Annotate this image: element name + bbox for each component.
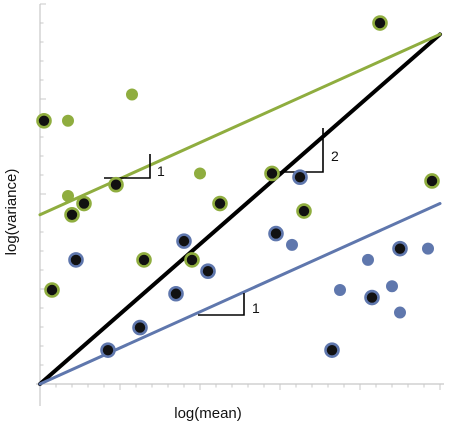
data-point — [212, 195, 228, 212]
data-point — [168, 285, 184, 302]
data-point — [36, 113, 52, 129]
slope-triangle — [276, 128, 324, 173]
data-point — [68, 252, 84, 268]
data-point — [334, 284, 346, 296]
black-line — [38, 32, 442, 386]
data-point — [136, 252, 152, 268]
data-point — [108, 176, 124, 193]
data-point — [126, 88, 138, 101]
blue-line — [38, 202, 442, 386]
data-point — [424, 173, 440, 189]
data-point — [286, 238, 298, 251]
slope-label: 1 — [157, 163, 165, 179]
data-point — [324, 342, 340, 358]
data-point — [176, 233, 192, 249]
data-point — [200, 263, 216, 280]
x-axis-label: log(mean) — [174, 405, 242, 422]
data-point — [100, 342, 116, 358]
data-point — [362, 253, 374, 266]
y-axis-label: log(variance) — [3, 169, 20, 256]
axes — [36, 3, 444, 406]
data-point — [62, 190, 74, 202]
slope-label: 1 — [252, 300, 260, 316]
data-point — [364, 289, 380, 306]
data-point — [292, 169, 308, 185]
data-point — [268, 225, 284, 242]
slope-triangle — [198, 293, 245, 316]
data-points — [36, 15, 440, 358]
data-point — [394, 306, 406, 319]
data-point — [392, 240, 408, 257]
data-point — [422, 242, 434, 255]
data-point — [44, 282, 60, 298]
data-point — [132, 319, 148, 336]
fit-lines — [38, 32, 442, 386]
data-point — [372, 15, 388, 31]
data-point — [264, 165, 280, 182]
data-point — [386, 280, 398, 293]
slope-label: 2 — [331, 148, 339, 164]
data-point — [62, 114, 74, 127]
data-point — [194, 167, 206, 180]
data-point — [184, 252, 200, 268]
data-point — [76, 195, 92, 212]
data-point — [64, 207, 80, 223]
slope-triangles: 1 2 1 — [104, 128, 339, 316]
data-point — [296, 203, 312, 219]
green-line — [38, 32, 442, 217]
